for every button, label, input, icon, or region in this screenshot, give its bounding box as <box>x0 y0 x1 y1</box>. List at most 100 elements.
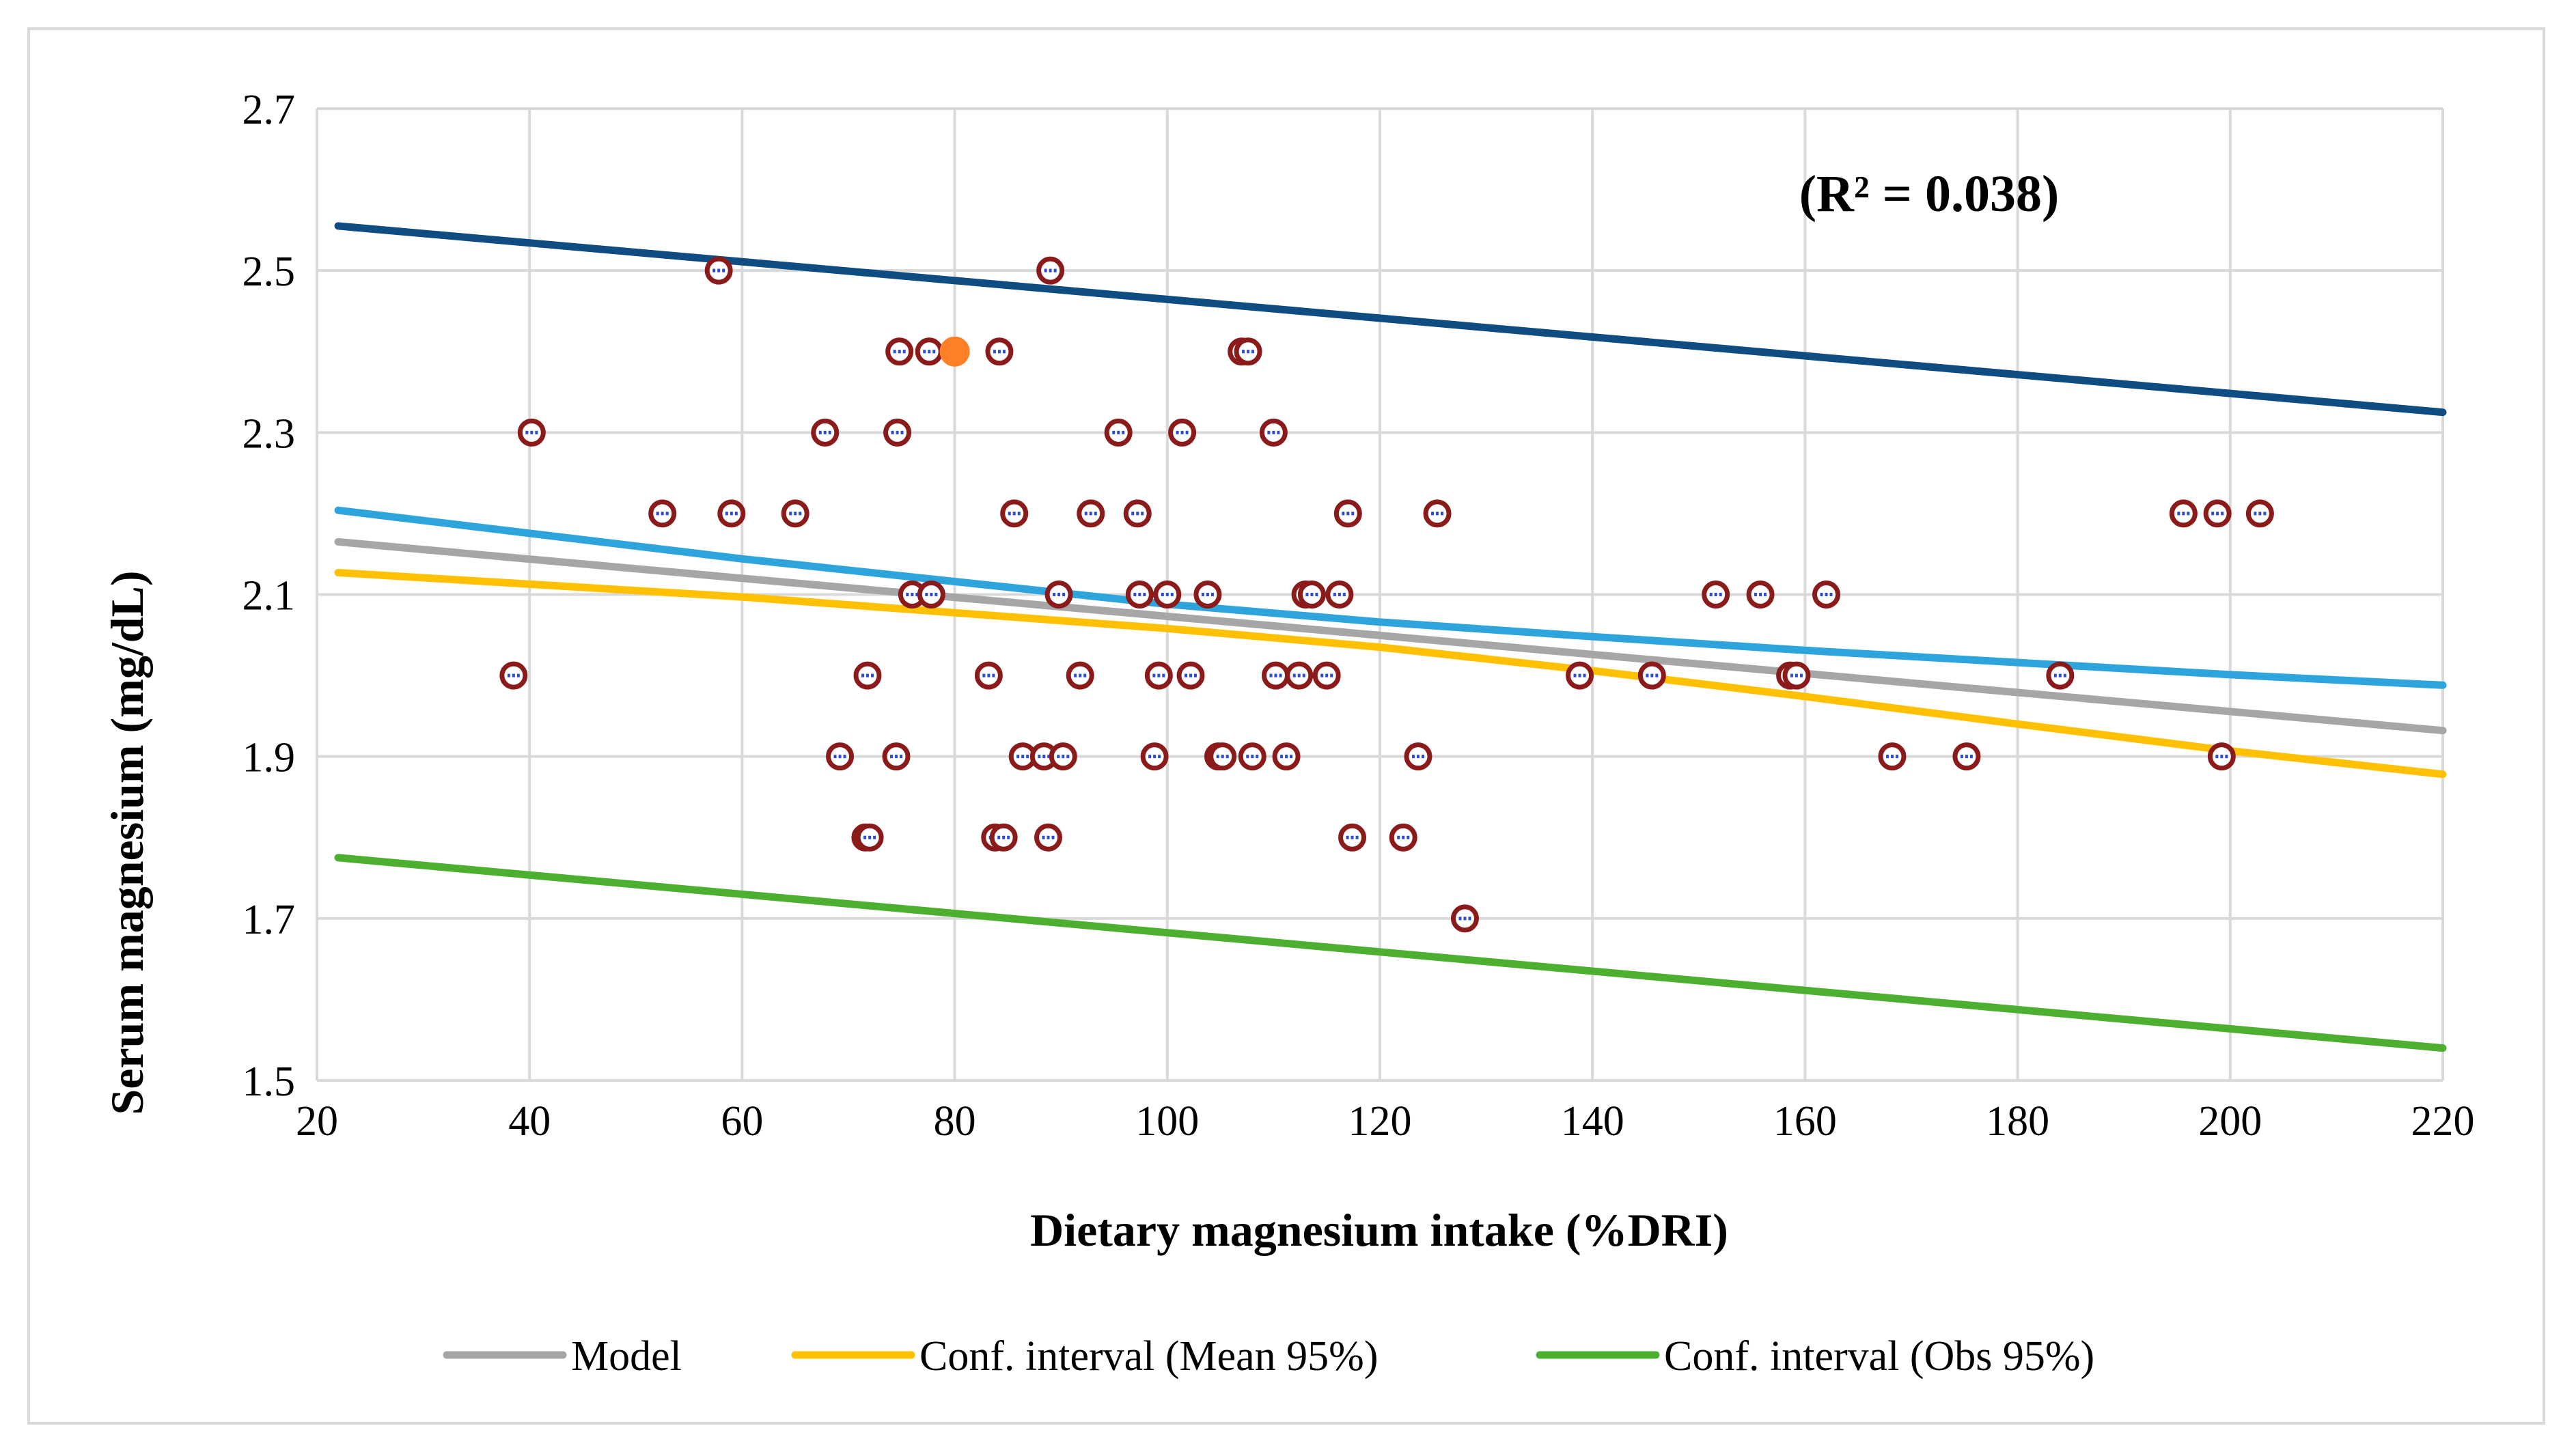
scatter-point <box>985 337 1014 366</box>
scatter-point <box>855 823 884 852</box>
scatter-point <box>648 499 677 528</box>
scatter-point <box>1034 823 1063 852</box>
x-tick-labels: 20 40 60 80 100 120 140 160 180 200 220 <box>296 1098 2475 1145</box>
scatter-point <box>1077 499 1105 528</box>
scatter-point <box>1637 661 1666 690</box>
scatter-point <box>781 499 809 528</box>
y-tick-label: 1.5 <box>243 1059 296 1105</box>
data-points <box>499 256 2274 933</box>
scatter-point <box>1325 581 1354 609</box>
y-tick-label: 1.9 <box>243 735 296 781</box>
series-line <box>334 506 2447 689</box>
scatter-point <box>1333 499 1362 528</box>
legend: Model Conf. interval (Mean 95%) Conf. inte… <box>443 1333 2094 1380</box>
scatter-point <box>917 581 945 609</box>
series-lines <box>334 222 2447 1052</box>
scatter-point <box>989 823 1018 852</box>
y-tick-label: 2.3 <box>243 410 296 457</box>
scatter-point <box>826 742 855 771</box>
scatter-point <box>1566 661 1594 690</box>
scatter-point <box>1208 742 1237 771</box>
r-squared-annotation: (R² = 0.038) <box>1799 165 2060 223</box>
scatter-point <box>1168 418 1197 447</box>
x-tick-label: 200 <box>2198 1098 2262 1145</box>
scatter-point <box>1746 581 1775 609</box>
scatter-point <box>974 661 1003 690</box>
scatter-point <box>1812 581 1841 609</box>
scatter-point <box>1952 742 1981 771</box>
scatter-point <box>883 418 912 447</box>
scatter-point <box>517 418 546 447</box>
scatter-point <box>1338 823 1367 852</box>
x-tick-label: 40 <box>508 1098 551 1145</box>
scatter-point <box>882 742 911 771</box>
scatter-point <box>1312 661 1341 690</box>
x-tick-label: 220 <box>2411 1098 2475 1145</box>
scatter-point <box>853 661 882 690</box>
scatter-point <box>1702 581 1730 609</box>
scatter-point <box>1423 499 1452 528</box>
scatter-point <box>1000 499 1029 528</box>
scatter-point <box>1297 581 1326 609</box>
y-tick-label: 2.7 <box>243 87 296 133</box>
scatter-point <box>811 418 840 447</box>
scatter-point <box>717 499 746 528</box>
chart-frame: 20 40 60 80 100 120 140 160 180 200 220 1.5 1.7 1.9 2… <box>27 27 2545 1425</box>
x-tick-label: 60 <box>721 1098 763 1145</box>
y-tick-label: 2.5 <box>243 249 296 295</box>
gridlines <box>316 107 2444 1082</box>
scatter-point <box>1140 742 1169 771</box>
scatter-point <box>1176 661 1205 690</box>
scatter-point <box>1125 581 1154 609</box>
y-tick-labels: 1.5 1.7 1.9 2.1 2.3 2.5 2.7 <box>243 87 296 1105</box>
scatter-point <box>1404 742 1432 771</box>
legend-label: Model <box>571 1333 682 1380</box>
series-line <box>334 222 2447 417</box>
series-line <box>334 537 2447 735</box>
scatter-point <box>1238 742 1266 771</box>
scatter-point <box>1036 256 1065 285</box>
scatter-point <box>1066 661 1094 690</box>
scatter-point <box>2046 661 2075 690</box>
scatter-point <box>2245 499 2274 528</box>
scatter-chart: 20 40 60 80 100 120 140 160 180 200 220 1.5 1.7 1.9 2… <box>101 87 2475 1380</box>
x-tick-label: 120 <box>1348 1098 1412 1145</box>
scatter-point <box>1049 742 1077 771</box>
scatter-point <box>704 256 733 285</box>
legend-label: Conf. interval (Mean 95%) <box>919 1333 1378 1380</box>
x-tick-label: 80 <box>934 1098 976 1145</box>
y-tick-label: 1.7 <box>243 897 296 943</box>
scatter-point <box>1193 581 1222 609</box>
scatter-point <box>1272 742 1301 771</box>
legend-label: Conf. interval (Obs 95%) <box>1664 1333 2094 1380</box>
x-tick-label: 180 <box>1986 1098 2049 1145</box>
y-axis-title: Serum magnesium (mg/dL) <box>101 570 153 1115</box>
scatter-point <box>885 337 914 366</box>
scatter-point <box>1878 742 1907 771</box>
scatter-point <box>499 661 528 690</box>
x-tick-label: 100 <box>1135 1098 1199 1145</box>
x-axis-title: Dietary magnesium intake (%DRI) <box>1030 1204 1728 1256</box>
scatter-point <box>1104 418 1133 447</box>
x-tick-label: 160 <box>1773 1098 1837 1145</box>
series-line <box>334 854 2447 1052</box>
highlight-point <box>939 336 970 367</box>
scatter-point <box>915 337 943 366</box>
scatter-point <box>1044 581 1073 609</box>
scatter-point <box>1153 581 1182 609</box>
series-line <box>334 569 2447 779</box>
x-tick-label: 140 <box>1561 1098 1624 1145</box>
scatter-point <box>1450 904 1479 933</box>
scatter-point <box>2207 742 2236 771</box>
scatter-point <box>1123 499 1152 528</box>
y-tick-label: 2.1 <box>243 573 296 619</box>
scatter-point <box>1262 661 1290 690</box>
scatter-point <box>898 581 926 609</box>
scatter-point <box>1259 418 1288 447</box>
scatter-point <box>2203 499 2232 528</box>
scatter-point <box>1782 661 1811 690</box>
scatter-point <box>2169 499 2198 528</box>
scatter-point <box>1234 337 1262 366</box>
scatter-point <box>1144 661 1173 690</box>
scatter-point <box>1285 661 1314 690</box>
